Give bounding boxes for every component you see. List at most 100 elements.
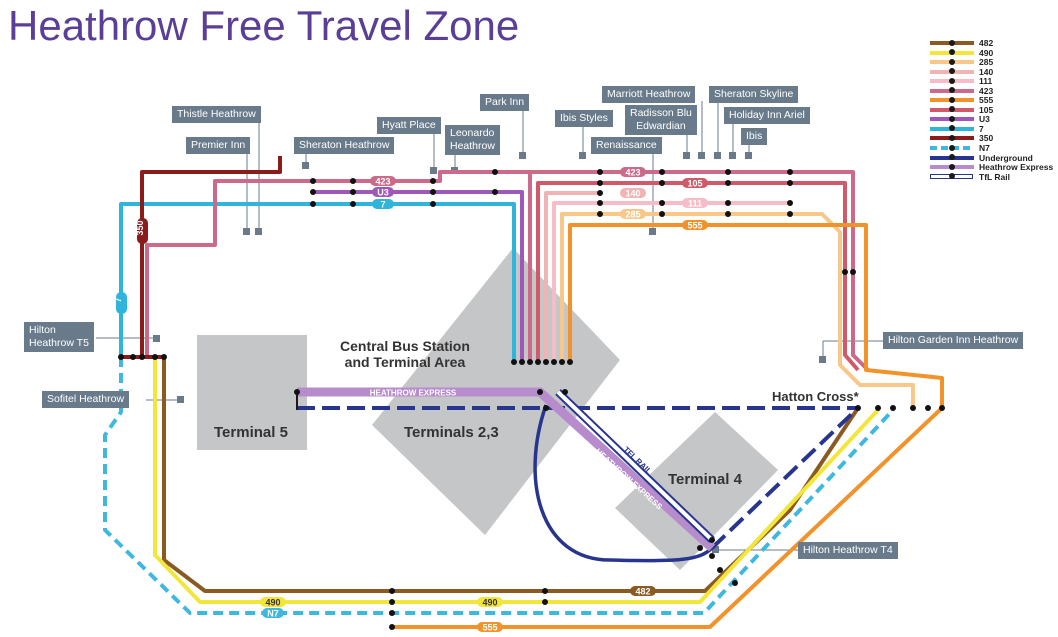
legend-row: N7 (930, 143, 1054, 153)
legend-row: 105 (930, 105, 1054, 115)
hotel-ibis-styles[interactable]: Ibis Styles (555, 110, 613, 127)
legend-row: 7 (930, 124, 1054, 134)
legend-label: Underground (979, 152, 1033, 163)
hotel-leonardo-heathrow[interactable]: Leonardo Heathrow (445, 125, 500, 155)
legend-label: 555 (979, 95, 994, 106)
legend-label: 423 (979, 85, 994, 96)
tfl-rail-line-inner (556, 390, 714, 542)
legend-row: Underground (930, 153, 1054, 163)
route-423-line (528, 170, 870, 372)
legend-row: 555 (930, 95, 1054, 105)
route-490-line (153, 357, 880, 604)
hotel-hyatt-place[interactable]: Hyatt Place (377, 117, 441, 134)
legend-label: U3 (979, 114, 990, 125)
route-label-n7: N7 (267, 609, 279, 619)
legend-row: 111 (930, 76, 1054, 86)
hotel-markers (153, 152, 826, 553)
route-350-line (140, 156, 282, 357)
legend-row: TfL Rail (930, 172, 1054, 182)
hotel-ibis[interactable]: Ibis (741, 128, 768, 145)
legend-stop-dot (949, 163, 955, 170)
legend-stop-dot (949, 68, 955, 75)
route-label-u3: U3 (377, 188, 389, 198)
route-n7-line (103, 357, 895, 615)
hotel-sofitel-heathrow[interactable]: Sofitel Heathrow (42, 391, 130, 408)
legend-row: U3 (930, 114, 1054, 124)
legend-row: 423 (930, 86, 1054, 96)
hotel-sheraton-heathrow[interactable]: Sheraton Heathrow (294, 137, 395, 154)
legend-row: 482 (930, 38, 1054, 48)
legend-stop-dot (949, 49, 955, 56)
legend-stop-dot (949, 58, 955, 65)
route-label-7-vertical: 7 (113, 297, 123, 302)
hotel-park-inn[interactable]: Park Inn (480, 94, 530, 111)
legend-stop-dot (949, 154, 955, 161)
legend-stop-dot (949, 96, 955, 103)
route-label-105: 105 (687, 179, 702, 189)
route-423-west-line (145, 170, 530, 357)
hotel-hilton-heathrow-t5[interactable]: Hilton Heathrow T5 (24, 322, 94, 352)
route-140-line (544, 191, 600, 362)
legend-label: 140 (979, 66, 994, 77)
terminal-5-area (197, 335, 307, 450)
route-label-heathrow-express: HEATHROW EXPRESS (370, 389, 457, 398)
hotel-holiday-inn-ariel[interactable]: Holiday Inn Ariel (724, 107, 810, 124)
route-label-111: 111 (688, 199, 702, 209)
legend-row: 140 (930, 67, 1054, 77)
legend-label: 490 (979, 47, 994, 58)
route-label-140: 140 (625, 189, 640, 199)
route-label-490-west: 490 (265, 598, 280, 608)
route-label-423-east: 423 (625, 168, 640, 178)
route-label-482: 482 (635, 587, 650, 597)
terminal-4-area (615, 412, 778, 570)
legend-row: 350 (930, 133, 1054, 143)
hotel-sheraton-skyline[interactable]: Sheraton Skyline (709, 86, 799, 103)
legend-stop-dot (949, 134, 955, 141)
legend-row: 285 (930, 57, 1054, 67)
legend-row: 490 (930, 48, 1054, 58)
hatton-cross-label: Hatton Cross* (772, 389, 859, 404)
legend-label: 350 (979, 133, 994, 144)
hotel-thistle-heathrow[interactable]: Thistle Heathrow (172, 106, 261, 123)
hotel-hilton-heathrow-t4[interactable]: Hilton Heathrow T4 (798, 542, 898, 559)
legend-stop-dot (949, 125, 955, 132)
hotel-marriott-heathrow[interactable]: Marriott Heathrow (602, 86, 696, 103)
terminal-4-label: Terminal 4 (668, 471, 742, 488)
route-label-555: 555 (687, 221, 702, 231)
legend-stop-dot (949, 77, 955, 84)
stops (118, 169, 945, 630)
legend: 482 490 285 140 111 423 555 105 U3 7 350 N7 Undergro… (930, 38, 1054, 182)
legend-label: 7 (979, 123, 984, 134)
underground-t4-line (710, 406, 860, 550)
hotel-premier-inn[interactable]: Premier Inn (186, 137, 251, 154)
route-7-line (119, 202, 516, 362)
legend-stop-dot (949, 115, 955, 122)
route-105-line (536, 181, 860, 372)
legend-label: Heathrow Express (979, 162, 1054, 173)
legend-stop-dot (949, 173, 955, 180)
legend-stop-dot (949, 106, 955, 113)
route-label-490-east: 490 (482, 598, 497, 608)
legend-label: 111 (979, 76, 993, 87)
legend-stop-dot (949, 39, 955, 46)
underground-loop (533, 404, 714, 563)
route-label-555-south: 555 (482, 623, 497, 633)
legend-row: Heathrow Express (930, 162, 1054, 172)
legend-stop-dot (949, 87, 955, 94)
hotel-radisson-blu-edwardian[interactable]: Radisson Blu Edwardian (625, 105, 697, 135)
route-111-line (552, 201, 790, 362)
hotel-renaissance[interactable]: Renaissance (591, 137, 662, 154)
route-label-285: 285 (625, 210, 640, 220)
route-285-line (560, 212, 915, 409)
legend-label: 105 (979, 104, 994, 115)
legend-label: 482 (979, 38, 994, 48)
terminals-2-3-label: Terminals 2,3 (404, 424, 499, 441)
legend-label: N7 (979, 143, 990, 154)
central-bus-station-label: Central Bus Station and Terminal Area (340, 338, 470, 370)
legend-stop-dot (949, 144, 955, 151)
route-label-350: 350 (135, 220, 145, 235)
hotel-hilton-garden-inn[interactable]: Hilton Garden Inn Heathrow (883, 332, 1024, 349)
legend-label: 285 (979, 57, 994, 68)
page-title: Heathrow Free Travel Zone (8, 2, 520, 49)
